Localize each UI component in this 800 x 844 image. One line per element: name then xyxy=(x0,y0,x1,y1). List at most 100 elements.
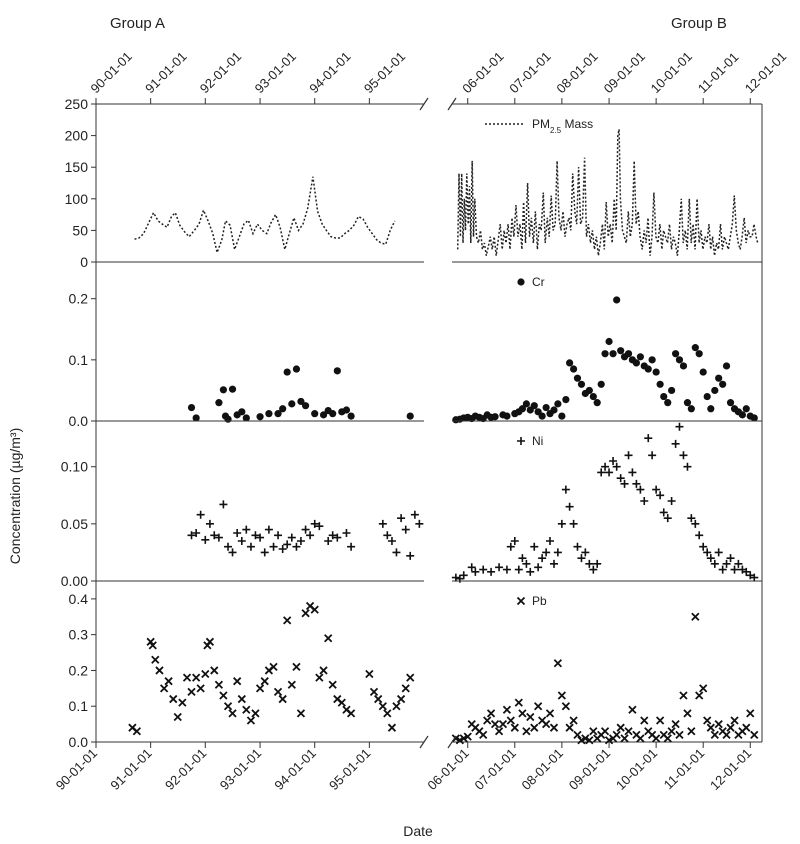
data-point xyxy=(487,567,496,576)
data-point xyxy=(242,705,251,714)
data-point xyxy=(333,533,342,542)
data-point xyxy=(315,522,324,531)
group-b-label: Group B xyxy=(671,15,727,32)
data-point xyxy=(612,730,621,739)
data-point xyxy=(561,485,570,494)
data-point xyxy=(553,659,563,668)
data-point xyxy=(562,395,570,404)
data-point xyxy=(265,410,273,418)
y-tick-label: 0.05 xyxy=(61,516,88,532)
data-point xyxy=(675,356,684,364)
data-point xyxy=(328,680,337,689)
data-point xyxy=(490,719,500,729)
data-point xyxy=(311,410,319,418)
bottom-x-tick-label: 11-01-01 xyxy=(661,746,708,793)
data-point xyxy=(597,468,606,477)
data-point xyxy=(718,565,727,574)
data-point xyxy=(301,609,310,618)
data-point xyxy=(687,514,696,523)
data-point xyxy=(550,406,558,414)
data-point xyxy=(707,405,715,413)
data-point xyxy=(406,673,415,682)
data-point xyxy=(557,519,566,528)
data-point xyxy=(378,702,387,711)
data-point xyxy=(711,386,719,395)
data-point xyxy=(668,386,676,395)
data-point xyxy=(750,730,759,739)
y-tick-label: 150 xyxy=(65,159,89,175)
bottom-x-tick-label: 09-01-01 xyxy=(566,746,613,793)
data-point xyxy=(655,716,665,725)
bottom-x-tick-label: 92-01-01 xyxy=(162,746,209,793)
data-point xyxy=(687,405,695,413)
data-point xyxy=(522,559,531,568)
data-point xyxy=(530,542,539,551)
break-slash xyxy=(447,735,457,749)
top-x-tick-label: 94-01-01 xyxy=(306,49,353,96)
data-point xyxy=(719,380,727,388)
data-point xyxy=(301,525,310,534)
data-point xyxy=(538,412,546,420)
data-point xyxy=(651,734,661,743)
data-point xyxy=(573,730,582,739)
data-point xyxy=(491,413,499,421)
data-point xyxy=(396,694,406,704)
data-point xyxy=(695,350,703,358)
data-point xyxy=(287,680,296,689)
data-point xyxy=(251,531,260,540)
bottom-x-tick-label: 07-01-01 xyxy=(472,746,519,793)
data-point xyxy=(510,723,519,732)
data-point xyxy=(742,723,751,732)
data-point xyxy=(620,734,629,743)
data-point xyxy=(410,510,419,519)
data-point xyxy=(192,414,200,422)
data-point xyxy=(714,719,723,729)
data-point xyxy=(652,368,660,376)
y-tick-label: 0.1 xyxy=(69,698,89,714)
data-point xyxy=(710,730,719,739)
data-point xyxy=(613,296,621,304)
data-point xyxy=(675,422,684,431)
data-point xyxy=(746,709,755,718)
data-point xyxy=(730,565,739,574)
data-point xyxy=(196,684,205,693)
data-point xyxy=(514,565,523,574)
data-point xyxy=(557,691,567,700)
data-point xyxy=(671,719,680,729)
panel-pb: 0.0 0.1 0.2 0.3 0.4 Pb xyxy=(69,580,763,750)
data-point xyxy=(561,702,571,711)
data-point xyxy=(397,514,406,523)
y-tick-label: 250 xyxy=(65,96,89,112)
data-point xyxy=(292,365,301,373)
data-point xyxy=(522,400,531,408)
data-point xyxy=(722,559,731,568)
data-point xyxy=(292,542,301,551)
data-point xyxy=(534,702,543,711)
bottom-x-tick-label: 10-01-01 xyxy=(613,746,660,793)
data-point xyxy=(502,705,512,714)
y-tick-label: 0.3 xyxy=(69,627,89,643)
data-point xyxy=(565,723,574,732)
data-point xyxy=(518,709,527,718)
data-point xyxy=(679,362,688,370)
data-point xyxy=(479,565,488,574)
top-x-tick-label: 90-01-01 xyxy=(88,49,135,96)
data-point xyxy=(342,406,351,414)
data-point xyxy=(415,519,424,528)
data-point xyxy=(605,337,613,346)
data-point xyxy=(273,687,283,697)
data-point xyxy=(401,684,410,693)
data-point xyxy=(224,542,233,551)
legend-label: Ni xyxy=(532,434,543,448)
data-point xyxy=(495,563,504,572)
data-point xyxy=(648,451,657,460)
data-point xyxy=(378,519,387,528)
data-point xyxy=(553,548,562,557)
y-tick-label: 0.2 xyxy=(69,662,89,678)
data-point xyxy=(242,414,250,422)
top-x-tick-label: 91-01-01 xyxy=(142,49,189,96)
data-point xyxy=(228,548,237,557)
data-point xyxy=(471,567,480,576)
data-point xyxy=(365,669,374,679)
data-point xyxy=(534,563,543,572)
